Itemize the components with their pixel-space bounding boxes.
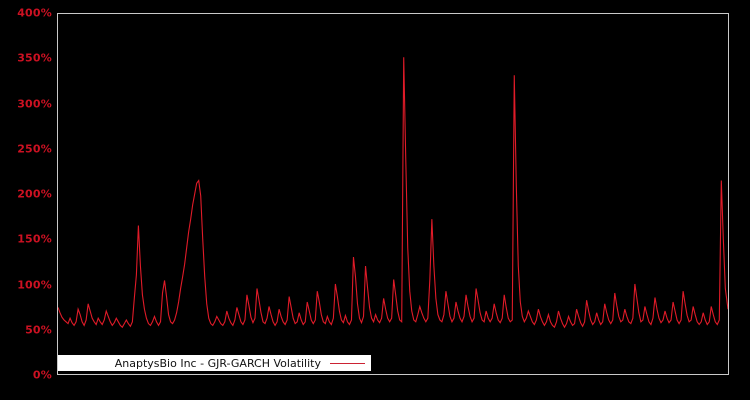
volatility-series-svg — [58, 57, 728, 329]
y-tick-label-50: 50% — [25, 323, 52, 337]
volatility-line — [58, 57, 728, 329]
y-tick-label-350: 350% — [17, 51, 52, 65]
legend-label: AnaptysBio Inc - GJR-GARCH Volatility — [114, 356, 321, 370]
plot-area — [57, 13, 729, 375]
y-tick-label-300: 300% — [17, 97, 52, 110]
y-tick-label-150: 150% — [17, 232, 52, 246]
y-tick-label-0: 0% — [32, 368, 52, 382]
y-tick-label-100: 100% — [17, 278, 52, 291]
chart-legend: AnaptysBio Inc - GJR-GARCH Volatility — [58, 355, 371, 371]
legend-line-sample — [330, 362, 365, 364]
y-tick-label-400: 400% — [17, 6, 52, 20]
y-tick-label-250: 250% — [17, 142, 52, 156]
y-tick-label-200: 200% — [17, 187, 52, 201]
